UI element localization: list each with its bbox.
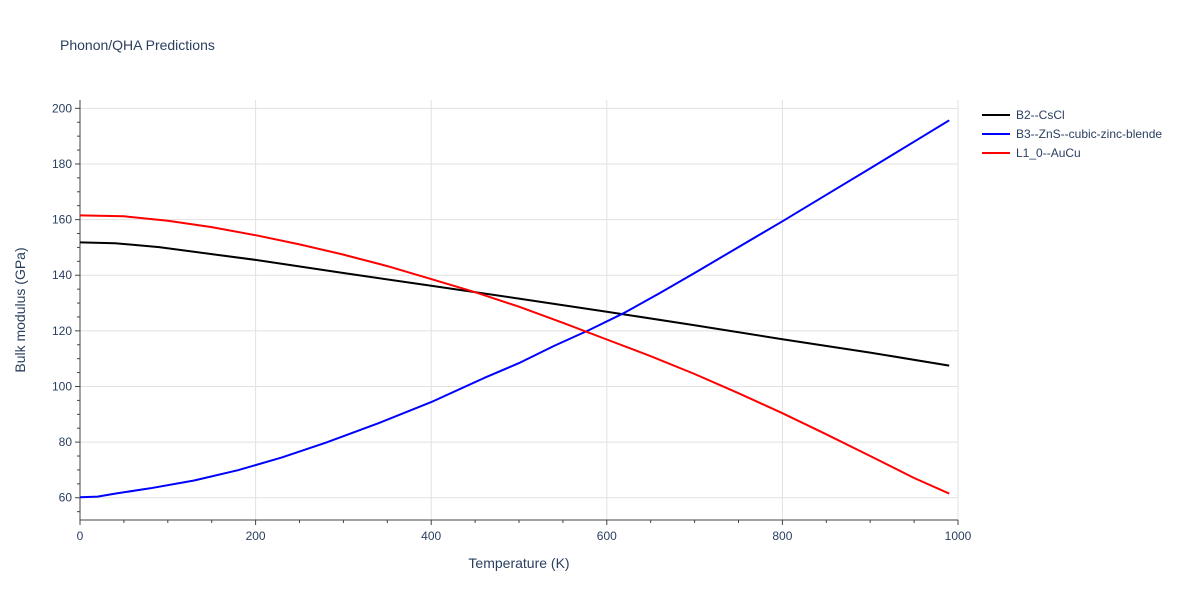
- y-tick-label: 140: [52, 268, 72, 282]
- y-tick-labels: 60 80 100 120 140 160 180 200: [52, 101, 72, 504]
- series-line-b3-zns-cubic-zinc-blende: [79, 119, 950, 499]
- x-axis-title: Temperature (K): [468, 555, 569, 571]
- x-tick-label: 600: [597, 529, 617, 543]
- legend-item-b3-zns-cubic-zinc-blende[interactable]: B3--ZnS--cubic-zinc-blende: [982, 127, 1162, 141]
- x-tick-label: 0: [77, 529, 84, 543]
- x-tick-label: 400: [421, 529, 441, 543]
- y-tick-label: 180: [52, 157, 72, 171]
- chart-title: Phonon/QHA Predictions: [60, 37, 215, 53]
- y-tick-label: 200: [52, 101, 72, 115]
- grid: [80, 100, 959, 520]
- y-axis-title: Bulk modulus (GPa): [12, 247, 28, 372]
- legend[interactable]: B2--CsCl B3--ZnS--cubic-zinc-blende L1_0--…: [982, 108, 1162, 160]
- legend-label: L1_0--AuCu: [1016, 146, 1081, 160]
- x-tick-label: 200: [246, 529, 266, 543]
- x-tick-labels: 0 200 400 600 800 1000: [77, 529, 972, 543]
- x-tick-label: 800: [772, 529, 792, 543]
- legend-label: B3--ZnS--cubic-zinc-blende: [1016, 127, 1162, 141]
- legend-label: B2--CsCl: [1016, 108, 1065, 122]
- y-tick-label: 80: [59, 435, 73, 449]
- legend-item-l1-0-aucu[interactable]: L1_0--AuCu: [982, 146, 1081, 160]
- legend-item-b2-cscl[interactable]: B2--CsCl: [982, 108, 1065, 122]
- axes: [75, 100, 959, 525]
- series-line-b2-cscl: [79, 241, 950, 367]
- y-tick-label: 160: [52, 213, 72, 227]
- series-line-l1-0-aucu: [79, 214, 950, 495]
- x-tick-label: 1000: [945, 529, 972, 543]
- y-tick-label: 60: [59, 491, 73, 505]
- y-tick-label: 120: [52, 324, 72, 338]
- series-layer: [79, 119, 950, 499]
- y-tick-label: 100: [52, 379, 72, 393]
